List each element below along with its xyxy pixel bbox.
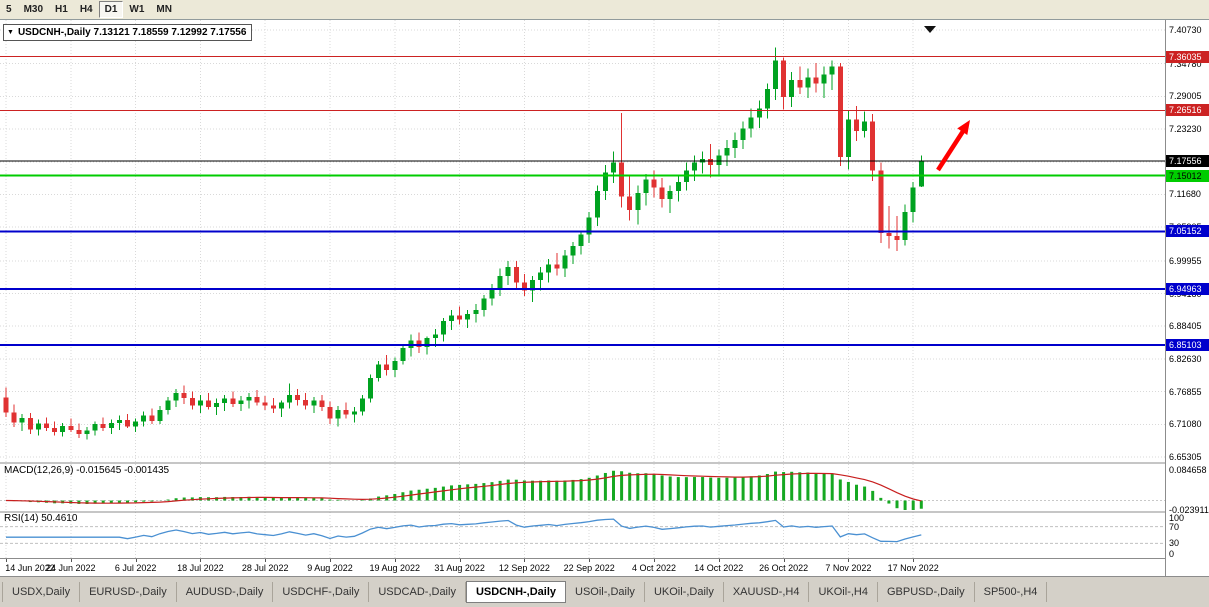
date-axis-label: 4 Oct 2022 bbox=[631, 563, 677, 573]
time-axis-tick bbox=[718, 559, 720, 562]
price-axis-label: 6.76855 bbox=[1169, 386, 1202, 397]
chart-tab-audusd-daily[interactable]: AUDUSD-,Daily bbox=[177, 582, 274, 602]
chart-plot-area[interactable] bbox=[0, 20, 1165, 558]
timeframe-button-D1[interactable]: D1 bbox=[98, 1, 124, 18]
timeframe-button-H4[interactable]: H4 bbox=[79, 4, 93, 15]
macd-indicator bbox=[0, 470, 1165, 510]
time-axis-tick bbox=[589, 559, 591, 562]
rsi-axis-label: 100 bbox=[1169, 513, 1185, 523]
price-axis-label: 7.34780 bbox=[1169, 58, 1202, 69]
rsi-label: RSI(14) 50.4610 bbox=[4, 513, 78, 524]
chart-tab-eurusd-daily[interactable]: EURUSD-,Daily bbox=[80, 582, 177, 602]
time-axis-tick bbox=[783, 559, 785, 562]
time-axis-tick bbox=[394, 559, 396, 562]
rsi-axis-label: 70 bbox=[1169, 521, 1180, 532]
symbol-ohlc-label: USDCNH-,Daily 7.13121 7.18559 7.12992 7.… bbox=[17, 27, 247, 38]
price-axis: 7.407307.347807.290057.232307.174557.116… bbox=[1165, 20, 1209, 576]
date-axis-label: 31 Aug 2022 bbox=[434, 563, 485, 573]
date-axis-label: 9 Aug 2022 bbox=[307, 563, 353, 573]
pane-separators bbox=[0, 462, 1165, 513]
timeframe-button-W1[interactable]: W1 bbox=[129, 4, 145, 15]
chart-tab-gbpusd-daily[interactable]: GBPUSD-,Daily bbox=[878, 582, 975, 602]
macd-axis-label: -0.023911 bbox=[1169, 505, 1209, 515]
rsi-axis-label: 30 bbox=[1169, 538, 1180, 549]
time-axis: 14 Jun 2022 24 Jun 2022 6 Jul 2022 18 Jul 2… bbox=[0, 558, 1165, 576]
timeframe-toolbar: 5 M30 H1 H4 D1 W1 MN bbox=[0, 0, 1209, 20]
macd-label: MACD(12,26,9) -0.015645 -0.001435 bbox=[4, 465, 170, 476]
timeframe-button-MN[interactable]: MN bbox=[156, 4, 172, 15]
price-axis-label: 7.23230 bbox=[1169, 124, 1202, 135]
timeframe-button-5[interactable]: 5 bbox=[6, 4, 12, 15]
date-axis-label: 7 Nov 2022 bbox=[825, 563, 872, 573]
chart-tabs-bar: USDX,Daily EURUSD-,Daily AUDUSD-,Daily USDC… bbox=[0, 576, 1209, 607]
chart-tab-usdcad-daily[interactable]: USDCAD-,Daily bbox=[369, 582, 466, 602]
date-axis-label: 6 Jul 2022 bbox=[114, 563, 157, 573]
date-axis-label: 19 Aug 2022 bbox=[369, 563, 421, 573]
price-axis-label: 6.71080 bbox=[1169, 419, 1202, 430]
date-axis-label: 12 Sep 2022 bbox=[498, 563, 550, 573]
chart-tab-sp500-h4[interactable]: SP500-,H4 bbox=[975, 582, 1048, 602]
trend-arrow-head[interactable] bbox=[957, 120, 970, 135]
price-axis-label: 6.65305 bbox=[1169, 452, 1202, 462]
date-axis-label: 24 Jun 2022 bbox=[46, 563, 96, 573]
chart-tab-xauusd-h4[interactable]: XAUUSD-,H4 bbox=[724, 582, 810, 602]
date-axis-label: 17 Nov 2022 bbox=[887, 563, 939, 573]
time-axis-tick bbox=[200, 559, 202, 562]
price-level-badge: 6.85103 bbox=[1166, 338, 1209, 351]
date-axis-label: 14 Jun 2022 bbox=[5, 563, 55, 573]
rsi-axis-label: 0 bbox=[1169, 549, 1175, 559]
time-axis-tick bbox=[70, 559, 72, 562]
price-axis-label: 7.40730 bbox=[1169, 25, 1202, 35]
date-axis-label: 14 Oct 2022 bbox=[694, 563, 744, 573]
chart-tab-ukoil-h4[interactable]: UKOil-,H4 bbox=[809, 582, 878, 602]
price-axis-label: 6.82630 bbox=[1169, 353, 1202, 364]
date-axis-label: 18 Jul 2022 bbox=[177, 563, 224, 573]
rsi-indicator bbox=[0, 518, 1165, 544]
symbol-dropdown-icon[interactable]: ▼ bbox=[7, 29, 14, 36]
price-level-badge: 7.15012 bbox=[1166, 169, 1209, 182]
macd-axis-label: 0.084658 bbox=[1169, 465, 1207, 475]
current-price-badge: 7.17556 bbox=[1166, 155, 1209, 168]
price-axis-label: 6.88405 bbox=[1169, 321, 1202, 332]
price-level-badge: 7.36035 bbox=[1166, 50, 1209, 63]
grid-lines bbox=[0, 20, 1165, 558]
time-axis-tick bbox=[6, 559, 7, 562]
symbol-ohlc-box: ▼ USDCNH-,Daily 7.13121 7.18559 7.12992 … bbox=[3, 24, 253, 41]
date-axis-label: 28 Jul 2022 bbox=[241, 563, 289, 573]
date-axis-label: 26 Oct 2022 bbox=[759, 563, 809, 573]
chart-tab-usdx-daily[interactable]: USDX,Daily bbox=[2, 582, 81, 602]
chart-tab-usdcnh-daily[interactable]: USDCNH-,Daily bbox=[465, 581, 567, 603]
price-level-badge: 6.94963 bbox=[1166, 283, 1209, 296]
price-level-badge: 7.05152 bbox=[1166, 225, 1209, 238]
time-axis-tick bbox=[135, 559, 137, 562]
time-axis-tick bbox=[459, 559, 461, 562]
chart-tab-usoil-daily[interactable]: USOil-,Daily bbox=[566, 582, 645, 602]
price-level-badge: 7.26516 bbox=[1166, 104, 1209, 117]
time-axis-tick bbox=[654, 559, 655, 562]
time-axis-tick bbox=[524, 559, 526, 562]
price-axis-label: 6.99955 bbox=[1169, 255, 1202, 266]
trend-arrow-line[interactable] bbox=[936, 129, 966, 172]
candlestick-series bbox=[3, 47, 924, 440]
chart-tab-ukoil-daily[interactable]: UKOil-,Daily bbox=[645, 582, 724, 602]
horizontal-level-lines bbox=[0, 56, 1165, 346]
chart-tab-usdchf-daily[interactable]: USDCHF-,Daily bbox=[273, 582, 370, 602]
time-axis-tick bbox=[330, 559, 331, 562]
time-axis-tick bbox=[848, 559, 850, 562]
chart-shift-marker-icon[interactable] bbox=[924, 26, 936, 33]
chart-objects bbox=[924, 26, 970, 172]
time-axis-tick bbox=[265, 559, 267, 562]
timeframe-button-H1[interactable]: H1 bbox=[55, 4, 68, 15]
time-axis-tick bbox=[913, 559, 915, 562]
date-axis-label: 22 Sep 2022 bbox=[563, 563, 615, 573]
timeframe-button-M30[interactable]: M30 bbox=[23, 4, 44, 15]
price-axis-label: 7.11680 bbox=[1169, 189, 1201, 200]
price-axis-label: 7.29005 bbox=[1169, 91, 1202, 102]
